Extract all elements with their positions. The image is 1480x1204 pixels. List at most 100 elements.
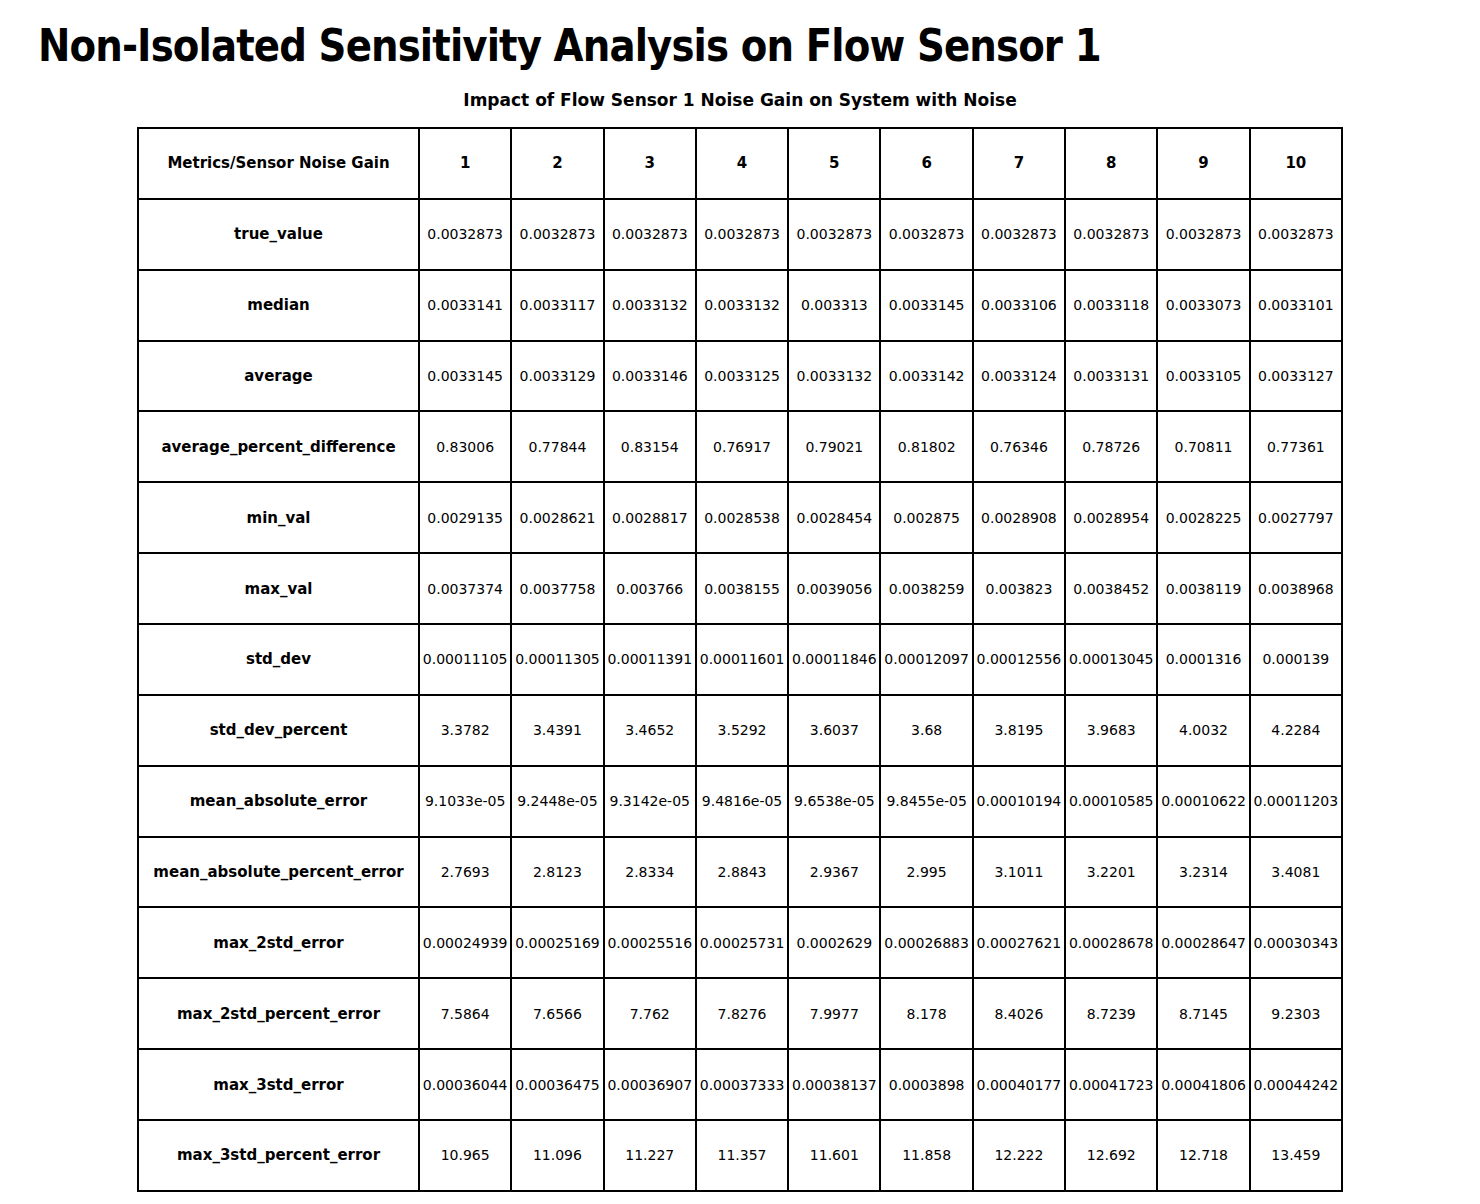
- metric-label: min_val: [138, 482, 419, 553]
- value-cell: 0.0027797: [1250, 482, 1342, 553]
- value-cell: 7.9977: [788, 978, 880, 1049]
- value-cell: 0.83006: [419, 411, 511, 482]
- metric-label: average_percent_difference: [138, 411, 419, 482]
- metric-label: mean_absolute_error: [138, 766, 419, 837]
- value-cell: 11.601: [788, 1120, 880, 1191]
- value-cell: 0.00044242: [1250, 1049, 1342, 1120]
- value-cell: 2.8123: [511, 837, 603, 908]
- value-cell: 0.0033106: [973, 270, 1065, 341]
- value-cell: 2.7693: [419, 837, 511, 908]
- value-cell: 0.0033105: [1157, 341, 1249, 412]
- value-cell: 0.0033124: [973, 341, 1065, 412]
- value-cell: 0.00041806: [1157, 1049, 1249, 1120]
- value-cell: 0.0028454: [788, 482, 880, 553]
- column-header-cell: 10: [1250, 128, 1342, 199]
- value-cell: 0.003823: [973, 553, 1065, 624]
- value-cell: 0.00036475: [511, 1049, 603, 1120]
- value-cell: 4.2284: [1250, 695, 1342, 766]
- table-row: std_dev0.000111050.000113050.000113910.0…: [138, 624, 1342, 695]
- value-cell: 0.0033129: [511, 341, 603, 412]
- value-cell: 0.0037758: [511, 553, 603, 624]
- value-cell: 0.0033132: [604, 270, 696, 341]
- value-cell: 11.227: [604, 1120, 696, 1191]
- value-cell: 3.2314: [1157, 837, 1249, 908]
- value-cell: 0.0033127: [1250, 341, 1342, 412]
- value-cell: 8.7239: [1065, 978, 1157, 1049]
- value-cell: 0.0001316: [1157, 624, 1249, 695]
- value-cell: 11.096: [511, 1120, 603, 1191]
- value-cell: 0.78726: [1065, 411, 1157, 482]
- value-cell: 3.4081: [1250, 837, 1342, 908]
- value-cell: 12.718: [1157, 1120, 1249, 1191]
- table-row: mean_absolute_percent_error2.76932.8123 2…: [138, 837, 1342, 908]
- value-cell: 11.858: [880, 1120, 972, 1191]
- metrics-table: Metrics/Sensor Noise Gain12345678910 tru…: [137, 127, 1343, 1192]
- value-cell: 0.0033132: [696, 270, 788, 341]
- value-cell: 0.0033073: [1157, 270, 1249, 341]
- metric-label: max_3std_error: [138, 1049, 419, 1120]
- value-cell: 2.8843: [696, 837, 788, 908]
- table-subtitle: Impact of Flow Sensor 1 Noise Gain on Sy…: [137, 90, 1343, 110]
- value-cell: 0.0032873: [788, 199, 880, 270]
- value-cell: 0.00036907: [604, 1049, 696, 1120]
- value-cell: 0.0032873: [604, 199, 696, 270]
- value-cell: 0.0033142: [880, 341, 972, 412]
- value-cell: 3.6037: [788, 695, 880, 766]
- value-cell: 0.00028678: [1065, 907, 1157, 978]
- metric-label: max_2std_percent_error: [138, 978, 419, 1049]
- table-row: max_2std_percent_error7.58647.65667.7627…: [138, 978, 1342, 1049]
- table-row: true_value0.00328730.00328730.00328730.0…: [138, 199, 1342, 270]
- value-cell: 0.0038452: [1065, 553, 1157, 624]
- column-header-cell: 4: [696, 128, 788, 199]
- value-cell: 0.00041723: [1065, 1049, 1157, 1120]
- value-cell: 0.00036044: [419, 1049, 511, 1120]
- value-cell: 9.2448e-05: [511, 766, 603, 837]
- metric-label: true_value: [138, 199, 419, 270]
- metric-label: average: [138, 341, 419, 412]
- table-row: max_3std_percent_error10.96511.09611.227…: [138, 1120, 1342, 1191]
- value-cell: 7.8276: [696, 978, 788, 1049]
- value-cell: 0.0032873: [1157, 199, 1249, 270]
- metric-label: std_dev: [138, 624, 419, 695]
- value-cell: 0.000139: [1250, 624, 1342, 695]
- value-cell: 0.0032873: [419, 199, 511, 270]
- value-cell: 3.4391: [511, 695, 603, 766]
- value-cell: 11.357: [696, 1120, 788, 1191]
- value-cell: 0.00011203: [1250, 766, 1342, 837]
- value-cell: 9.2303: [1250, 978, 1342, 1049]
- value-cell: 0.76346: [973, 411, 1065, 482]
- metric-label: mean_absolute_percent_error: [138, 837, 419, 908]
- value-cell: 3.5292: [696, 695, 788, 766]
- figure-canvas: Non-Isolated Sensitivity Analysis on Flo…: [0, 0, 1480, 1204]
- value-cell: 0.0038259: [880, 553, 972, 624]
- table-row: average_percent_difference0.830060.77844…: [138, 411, 1342, 482]
- value-cell: 3.2201: [1065, 837, 1157, 908]
- value-cell: 10.965: [419, 1120, 511, 1191]
- value-cell: 0.0003898: [880, 1049, 972, 1120]
- value-cell: 3.1011: [973, 837, 1065, 908]
- table-row: max_2std_error0.000249390.000251690.0002…: [138, 907, 1342, 978]
- value-cell: 0.0038968: [1250, 553, 1342, 624]
- column-header-cell: 1: [419, 128, 511, 199]
- value-cell: 0.00012556: [973, 624, 1065, 695]
- value-cell: 0.0028954: [1065, 482, 1157, 553]
- value-cell: 0.00026883: [880, 907, 972, 978]
- metric-label: median: [138, 270, 419, 341]
- metric-label: max_val: [138, 553, 419, 624]
- value-cell: 0.0033145: [880, 270, 972, 341]
- column-header-cell: 2: [511, 128, 603, 199]
- value-cell: 0.00025731: [696, 907, 788, 978]
- value-cell: 13.459: [1250, 1120, 1342, 1191]
- value-cell: 0.0037374: [419, 553, 511, 624]
- table-row: median0.00331410.00331170.00331320.00331…: [138, 270, 1342, 341]
- value-cell: 0.0033125: [696, 341, 788, 412]
- table-row: std_dev_percent3.37823.43913.46523.52923…: [138, 695, 1342, 766]
- value-cell: 9.1033e-05: [419, 766, 511, 837]
- value-cell: 3.68: [880, 695, 972, 766]
- value-cell: 9.6538e-05: [788, 766, 880, 837]
- value-cell: 0.00024939: [419, 907, 511, 978]
- value-cell: 0.00025169: [511, 907, 603, 978]
- value-cell: 0.00010194: [973, 766, 1065, 837]
- value-cell: 3.8195: [973, 695, 1065, 766]
- value-cell: 2.9367: [788, 837, 880, 908]
